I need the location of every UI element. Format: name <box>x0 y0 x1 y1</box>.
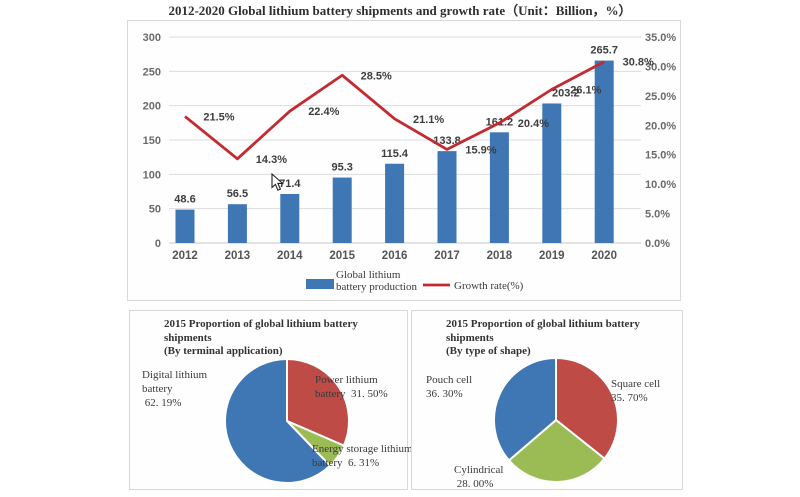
growth-rate-label: 14.3% <box>256 154 287 166</box>
x-axis-label: 2016 <box>382 250 408 262</box>
left-axis-tick: 0 <box>155 238 161 250</box>
pie2-title-line1: 2015 Proportion of global lithium batter… <box>446 318 640 344</box>
bar-value-label: 71.4 <box>279 178 301 190</box>
growth-rate-label: 22.4% <box>308 106 339 118</box>
pie-slice-cylindrical <box>507 418 606 483</box>
growth-rate-line <box>184 60 605 161</box>
legend-bar-label: battery production <box>336 281 417 293</box>
bar-value-label: 48.6 <box>174 194 195 206</box>
legend-bar-swatch <box>306 279 334 289</box>
pie-terminal-application-title: 2015 Proportion of global lithium batter… <box>164 318 407 359</box>
right-axis-tick: 20.0% <box>645 120 676 132</box>
pie-label-digital-lithium-battery: Digital lithium battery 62. 19% <box>142 369 208 409</box>
bar-2018 <box>489 132 509 243</box>
growth-rate-label: 30.8% <box>623 57 654 69</box>
combo-chart-title: 2012-2020 Global lithium battery shipmen… <box>168 3 632 18</box>
right-axis-tick: 0.0% <box>645 238 670 250</box>
growth-rate-label: 20.4% <box>518 118 549 130</box>
growth-rate-label: 21.1% <box>413 114 444 126</box>
left-axis-tick: 100 <box>143 169 161 181</box>
mouse-cursor-icon <box>271 173 284 191</box>
pie-terminal-application-chart <box>224 357 350 484</box>
right-axis-tick: 35.0% <box>645 32 676 44</box>
left-axis-tick: 50 <box>149 204 161 216</box>
bar-2012 <box>175 209 195 243</box>
pie-label-energy-storage-lithium-battery: Energy storage lithium battery 6. 31% <box>312 443 413 469</box>
pie2-title-line2: (By type of shape) <box>446 345 531 357</box>
pie1-title-line1: 2015 Proportion of global lithium batter… <box>164 318 358 344</box>
pie-label-cylindrical: Cylindrical 28. 00% <box>454 464 504 490</box>
pie-slice-power-lithium-battery <box>286 357 350 447</box>
x-axis-label: 2012 <box>172 250 198 262</box>
bar-value-label: 265.7 <box>590 45 618 57</box>
legend-line-label: Growth rate(%) <box>454 280 524 292</box>
right-axis-tick: 5.0% <box>645 209 670 221</box>
growth-rate-label: 26.1% <box>570 84 601 96</box>
x-axis-label: 2017 <box>434 250 460 262</box>
bar-value-label: 115.4 <box>381 148 409 160</box>
pie-label-pouch-cell: Pouch cell 36. 30% <box>426 374 473 400</box>
legend-bar-label: Global lithium <box>336 269 401 281</box>
pie1-title-line2: (By terminal application) <box>164 345 283 357</box>
bar-value-label: 95.3 <box>331 162 352 174</box>
left-axis-tick: 150 <box>143 135 161 147</box>
bar-value-label: 56.5 <box>227 188 248 200</box>
right-axis-tick: 30.0% <box>645 61 676 73</box>
pie-type-of-shape-panel: 2015 Proportion of global lithium batter… <box>411 310 683 490</box>
growth-rate-label: 15.9% <box>465 144 496 156</box>
bar-2014 <box>280 193 300 243</box>
x-axis-label: 2018 <box>487 250 513 262</box>
x-axis-label: 2015 <box>329 250 355 262</box>
pie-label-power-lithium-battery: Power lithium battery 31. 50% <box>315 374 388 400</box>
x-axis-label: 2013 <box>225 250 251 262</box>
pie-slice-digital-lithium-battery <box>224 357 332 484</box>
right-axis-tick: 10.0% <box>645 179 676 191</box>
bar-2017 <box>437 151 457 243</box>
right-axis-tick: 15.0% <box>645 150 676 162</box>
left-axis-tick: 300 <box>143 32 161 44</box>
bar-2013 <box>227 204 247 243</box>
bar-2019 <box>542 103 562 243</box>
growth-rate-label: 28.5% <box>361 70 392 82</box>
pie-type-of-shape-title: 2015 Proportion of global lithium batter… <box>446 318 682 359</box>
pie-type-of-shape-chart <box>493 356 619 483</box>
bar-2015 <box>332 177 352 243</box>
pie-terminal-application-panel: 2015 Proportion of global lithium batter… <box>129 310 413 490</box>
bar-2020 <box>594 60 614 243</box>
left-axis-tick: 250 <box>143 66 161 78</box>
x-axis-label: 2020 <box>591 250 617 262</box>
growth-rate-label: 21.5% <box>203 111 234 123</box>
pie-slice-pouch-cell <box>493 356 557 462</box>
combo-chart-panel: 300 250 200 150 100 50 0 35.0% 30.0% 25.0% 20.0% 15… <box>127 20 681 301</box>
pie-slice-square-cell <box>555 356 619 461</box>
x-axis-label: 2019 <box>539 250 565 262</box>
combo-chart: 300 250 200 150 100 50 0 35.0% 30.0% 25.0% 20.0% 15… <box>143 32 677 293</box>
bar-2016 <box>385 163 405 243</box>
right-axis-tick: 25.0% <box>645 91 676 103</box>
x-axis-label: 2014 <box>277 250 303 262</box>
pie-label-square-cell: Square cell 35. 70% <box>611 378 661 404</box>
bar-value-label: 203.2 <box>552 87 580 99</box>
left-axis-tick: 200 <box>143 101 161 113</box>
